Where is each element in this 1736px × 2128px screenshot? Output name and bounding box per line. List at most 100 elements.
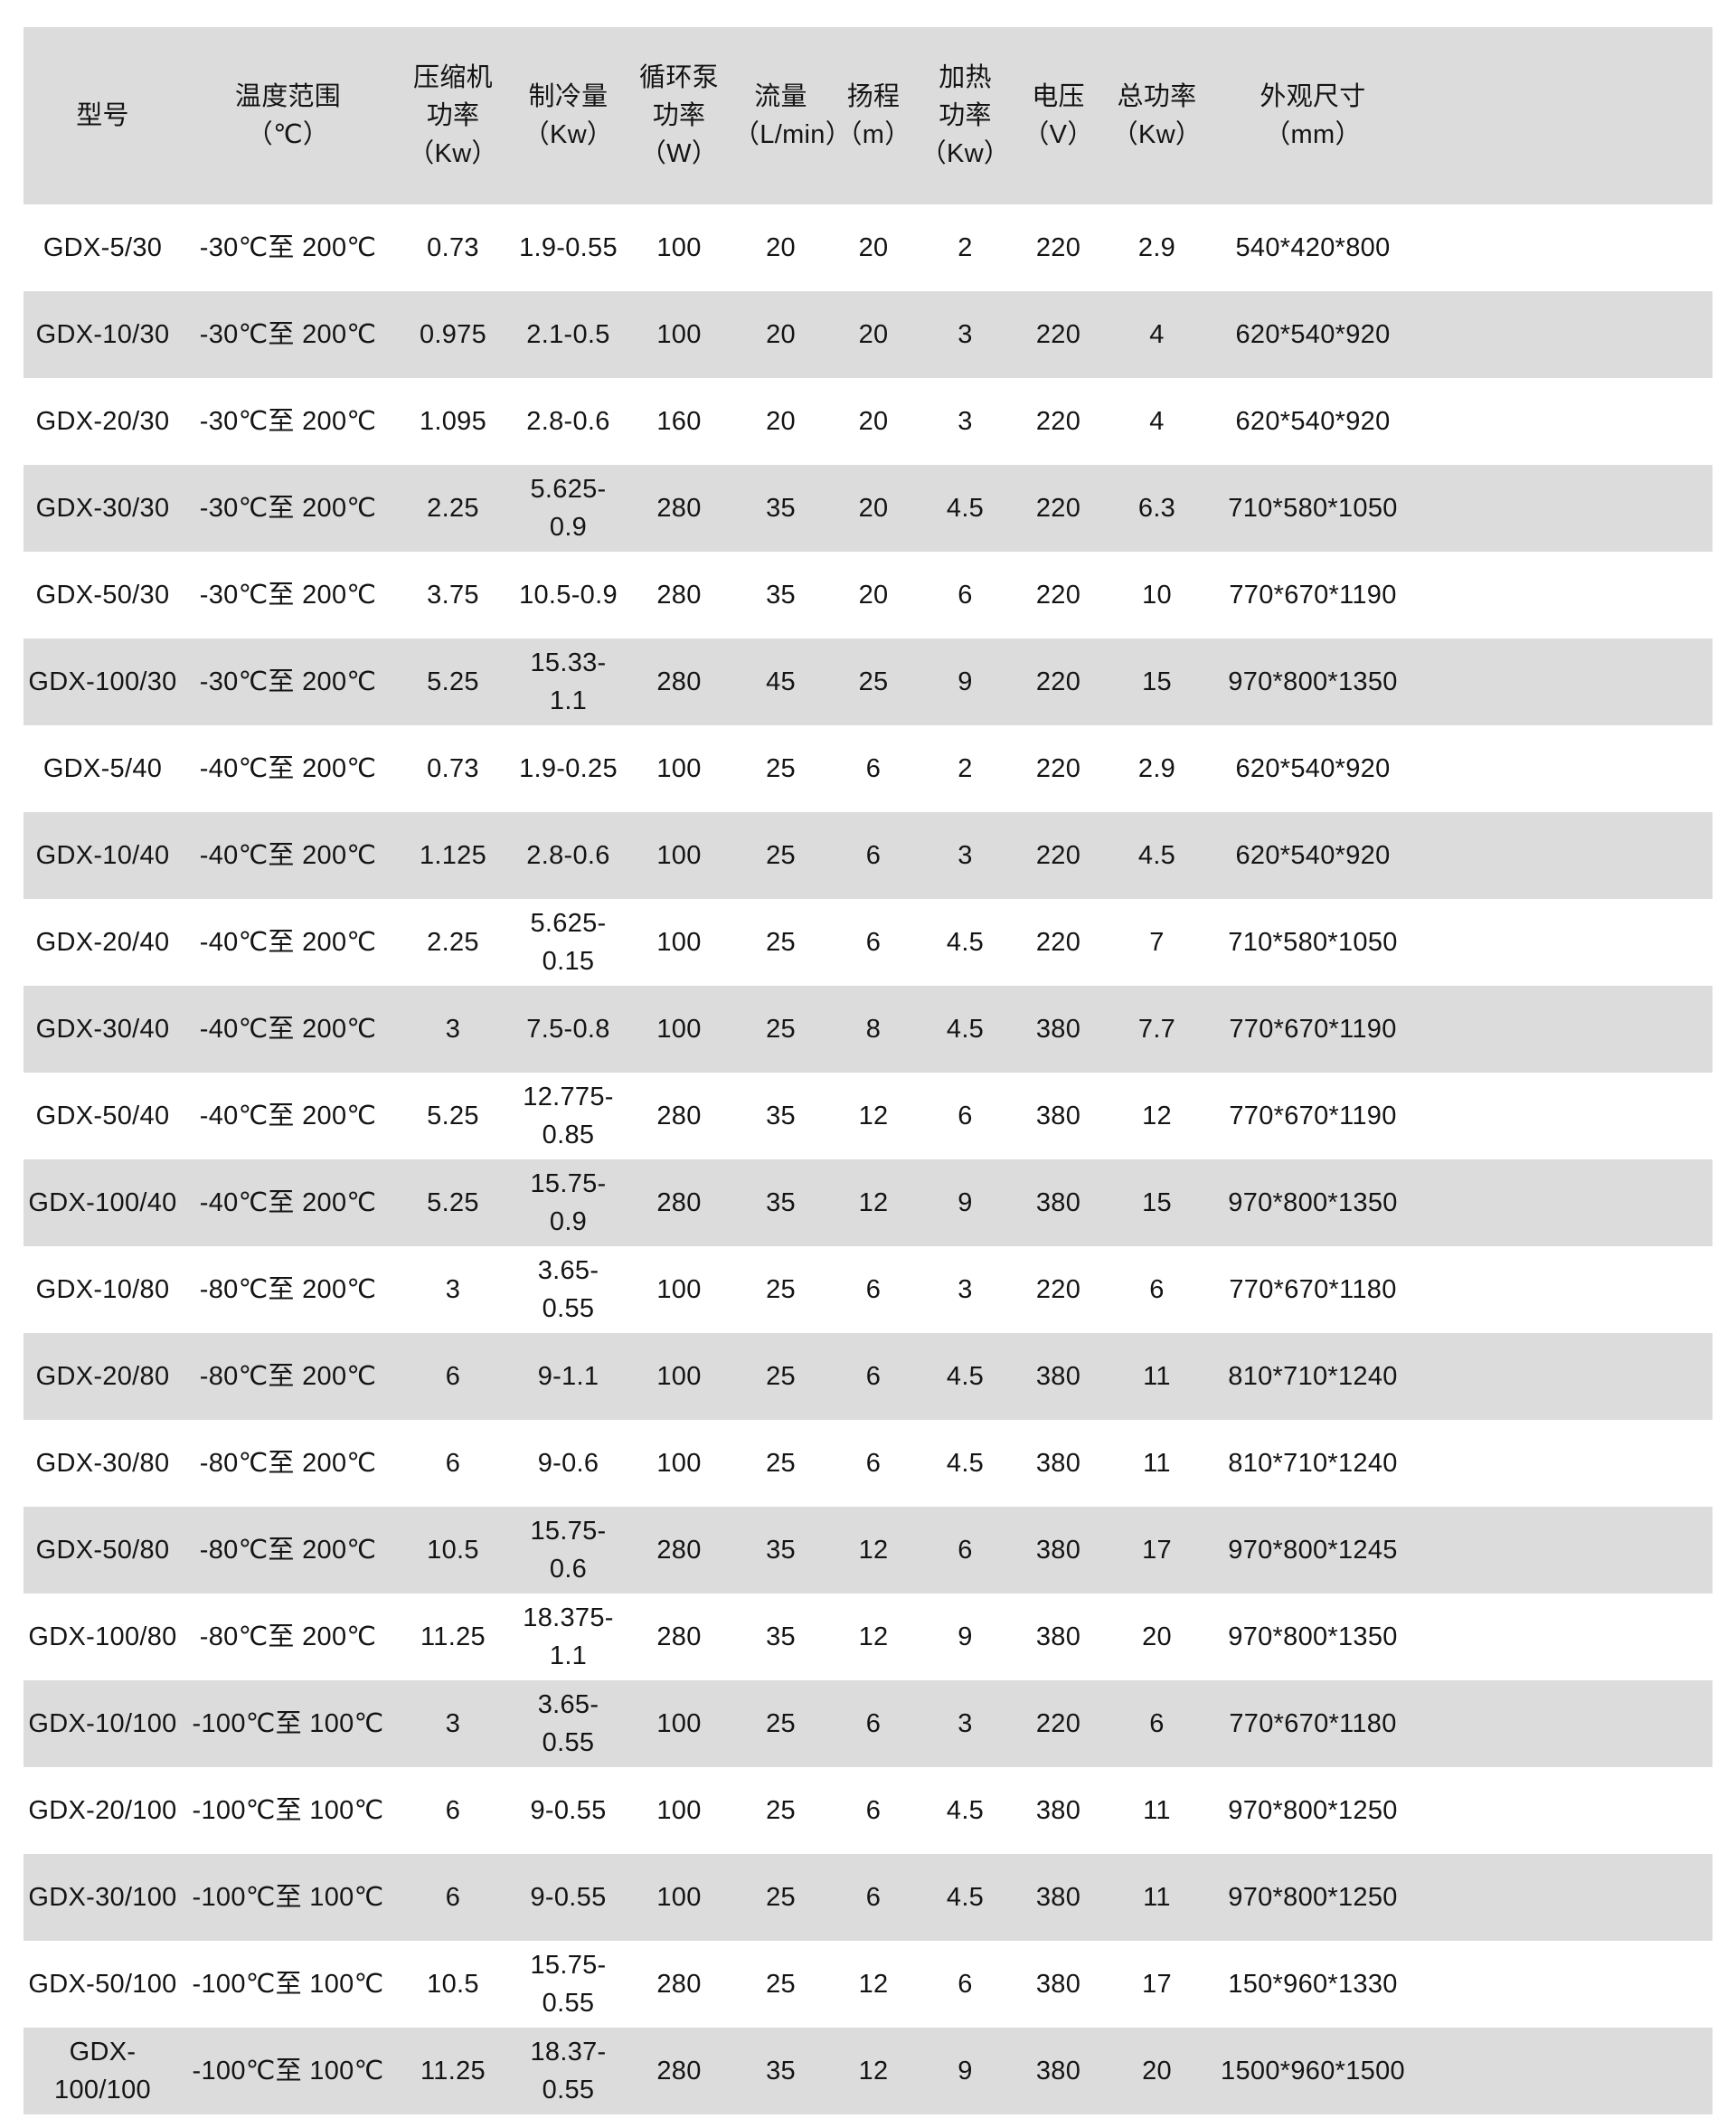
cell-head: 12 xyxy=(858,1101,889,1130)
cell-voltage: 380 xyxy=(1035,1795,1081,1825)
table-row: GDX-10/40 -40℃至 200℃ 1.125 2.8-0.6 100 25 6 3 22… xyxy=(24,812,1712,899)
cell-voltage: 220 xyxy=(1035,927,1081,957)
table-body: GDX-5/30 -30℃至 200℃ 0.73 1.9-0.55 100 20 20 2 22… xyxy=(24,204,1712,2114)
cell-compressor-power: 1.095 xyxy=(419,406,487,436)
cell-voltage: 220 xyxy=(1035,667,1081,696)
cell-flow: 25 xyxy=(766,1882,796,1912)
cell-cooling-capacity: 2.8-0.6 xyxy=(526,840,610,870)
cell-compressor-power: 5.25 xyxy=(427,667,479,696)
cell-pump-power: 100 xyxy=(656,1361,702,1391)
row-spacer xyxy=(1417,1594,1712,1680)
cell-head: 20 xyxy=(858,580,889,610)
cell-head: 6 xyxy=(865,1274,882,1304)
column-header-model: 型号 xyxy=(76,100,129,130)
header-spacer xyxy=(1417,27,1712,204)
cell-compressor-power: 10.5 xyxy=(427,1969,479,1999)
cell-cooling-capacity: 15.33-1.1 xyxy=(530,648,607,715)
cell-compressor-power: 3 xyxy=(445,1274,461,1304)
cell-cooling-capacity: 3.65-0.55 xyxy=(537,1689,599,1757)
cell-flow: 25 xyxy=(766,1274,796,1304)
cell-compressor-power: 2.25 xyxy=(427,493,479,523)
cell-temp-range: -30℃至 200℃ xyxy=(199,667,377,696)
cell-total-power: 10 xyxy=(1142,580,1172,610)
cell-model: GDX-50/80 xyxy=(35,1535,170,1565)
cell-heating-power: 4.5 xyxy=(946,1882,985,1912)
cell-dimensions: 620*540*920 xyxy=(1235,753,1391,783)
cell-head: 6 xyxy=(865,840,882,870)
cell-dimensions: 810*710*1240 xyxy=(1228,1361,1398,1391)
cell-cooling-capacity: 15.75-0.9 xyxy=(530,1168,607,1236)
cell-total-power: 20 xyxy=(1142,1622,1172,1651)
table-row: GDX-100/80 -80℃至 200℃ 11.25 18.375-1.1 280 35… xyxy=(24,1594,1712,1680)
cell-heating-power: 6 xyxy=(958,1535,973,1565)
cell-head: 20 xyxy=(858,406,889,436)
cell-dimensions: 810*710*1240 xyxy=(1228,1448,1398,1478)
table-row: GDX-10/30 -30℃至 200℃ 0.975 2.1-0.5 100 20 20 3 2… xyxy=(24,291,1712,378)
cell-compressor-power: 10.5 xyxy=(427,1535,479,1565)
cell-voltage: 380 xyxy=(1035,1535,1081,1565)
cell-pump-power: 100 xyxy=(656,753,702,783)
row-spacer xyxy=(1417,2028,1712,2114)
cell-flow: 35 xyxy=(766,1101,796,1130)
cell-temp-range: -40℃至 200℃ xyxy=(199,1014,377,1044)
cell-heating-power: 9 xyxy=(958,1187,973,1217)
cell-heating-power: 2 xyxy=(958,232,973,262)
cell-model: GDX-20/80 xyxy=(35,1361,170,1391)
table-row: GDX-50/30 -30℃至 200℃ 3.75 10.5-0.9 280 35 20 6 2… xyxy=(24,552,1712,638)
cell-voltage: 380 xyxy=(1035,1014,1081,1044)
cell-total-power: 11 xyxy=(1143,1795,1171,1825)
header-row: 型号 温度范围 （℃） 压缩机 功率 （Kw） 制冷量 （Kw） 循环泵 功率 （W）流… xyxy=(24,27,1712,204)
cell-dimensions: 770*670*1180 xyxy=(1229,1274,1397,1304)
cell-flow: 45 xyxy=(766,667,796,696)
row-spacer xyxy=(1417,725,1712,812)
cell-cooling-capacity: 9-0.55 xyxy=(530,1795,607,1825)
cell-temp-range: -80℃至 200℃ xyxy=(199,1274,377,1304)
cell-temp-range: -80℃至 200℃ xyxy=(199,1361,377,1391)
cell-flow: 25 xyxy=(766,1795,796,1825)
cell-voltage: 380 xyxy=(1035,1622,1081,1651)
cell-voltage: 380 xyxy=(1035,1187,1081,1217)
cell-head: 20 xyxy=(858,319,889,349)
cell-voltage: 220 xyxy=(1035,493,1081,523)
column-header-compressor-power: 压缩机 功率 （Kw） xyxy=(408,62,498,169)
cell-dimensions: 620*540*920 xyxy=(1235,406,1391,436)
cell-head: 6 xyxy=(865,1708,882,1738)
cell-pump-power: 280 xyxy=(656,2056,702,2085)
cell-flow: 25 xyxy=(766,1969,796,1999)
cell-heating-power: 4.5 xyxy=(946,1014,985,1044)
cell-dimensions: 770*670*1190 xyxy=(1229,1101,1397,1130)
cell-compressor-power: 5.25 xyxy=(427,1187,479,1217)
cell-model: GDX-100/100 xyxy=(54,2037,151,2104)
table-row: GDX-50/80 -80℃至 200℃ 10.5 15.75-0.6 280 35 12 6… xyxy=(24,1507,1712,1594)
cell-cooling-capacity: 15.75-0.6 xyxy=(530,1516,607,1584)
cell-cooling-capacity: 18.375-1.1 xyxy=(523,1603,614,1670)
cell-model: GDX-100/80 xyxy=(28,1622,177,1651)
row-spacer xyxy=(1417,1420,1712,1507)
cell-voltage: 220 xyxy=(1035,580,1081,610)
cell-flow: 25 xyxy=(766,840,796,870)
table-row: GDX-30/100 -100℃至 100℃ 6 9-0.55 100 25 6 4.5 380… xyxy=(24,1854,1712,1941)
cell-temp-range: -100℃至 100℃ xyxy=(192,1969,384,1999)
row-spacer xyxy=(1417,378,1712,465)
cell-dimensions: 710*580*1050 xyxy=(1228,493,1398,523)
cell-flow: 20 xyxy=(766,406,796,436)
cell-head: 8 xyxy=(865,1014,882,1044)
cell-total-power: 2.9 xyxy=(1137,753,1176,783)
cell-model: GDX-10/80 xyxy=(35,1274,170,1304)
table-row: GDX-20/80 -80℃至 200℃ 6 9-1.1 100 25 6 4.5 380 11 8… xyxy=(24,1333,1712,1420)
cell-temp-range: -30℃至 200℃ xyxy=(199,580,377,610)
cell-voltage: 220 xyxy=(1035,319,1081,349)
cell-dimensions: 1500*960*1500 xyxy=(1221,2056,1405,2085)
cell-dimensions: 770*670*1180 xyxy=(1229,1708,1397,1738)
cell-pump-power: 100 xyxy=(656,1014,702,1044)
table-row: GDX-100/30 -30℃至 200℃ 5.25 15.33-1.1 280 45 25… xyxy=(24,638,1712,725)
cell-pump-power: 280 xyxy=(656,1622,702,1651)
cell-voltage: 220 xyxy=(1035,1708,1081,1738)
cell-total-power: 11 xyxy=(1143,1882,1171,1912)
cell-cooling-capacity: 9-0.6 xyxy=(537,1448,599,1478)
cell-model: GDX-30/40 xyxy=(35,1014,170,1044)
cell-cooling-capacity: 1.9-0.25 xyxy=(519,753,618,783)
cell-heating-power: 4.5 xyxy=(946,1448,985,1478)
cell-voltage: 220 xyxy=(1035,753,1081,783)
cell-total-power: 2.9 xyxy=(1137,232,1176,262)
